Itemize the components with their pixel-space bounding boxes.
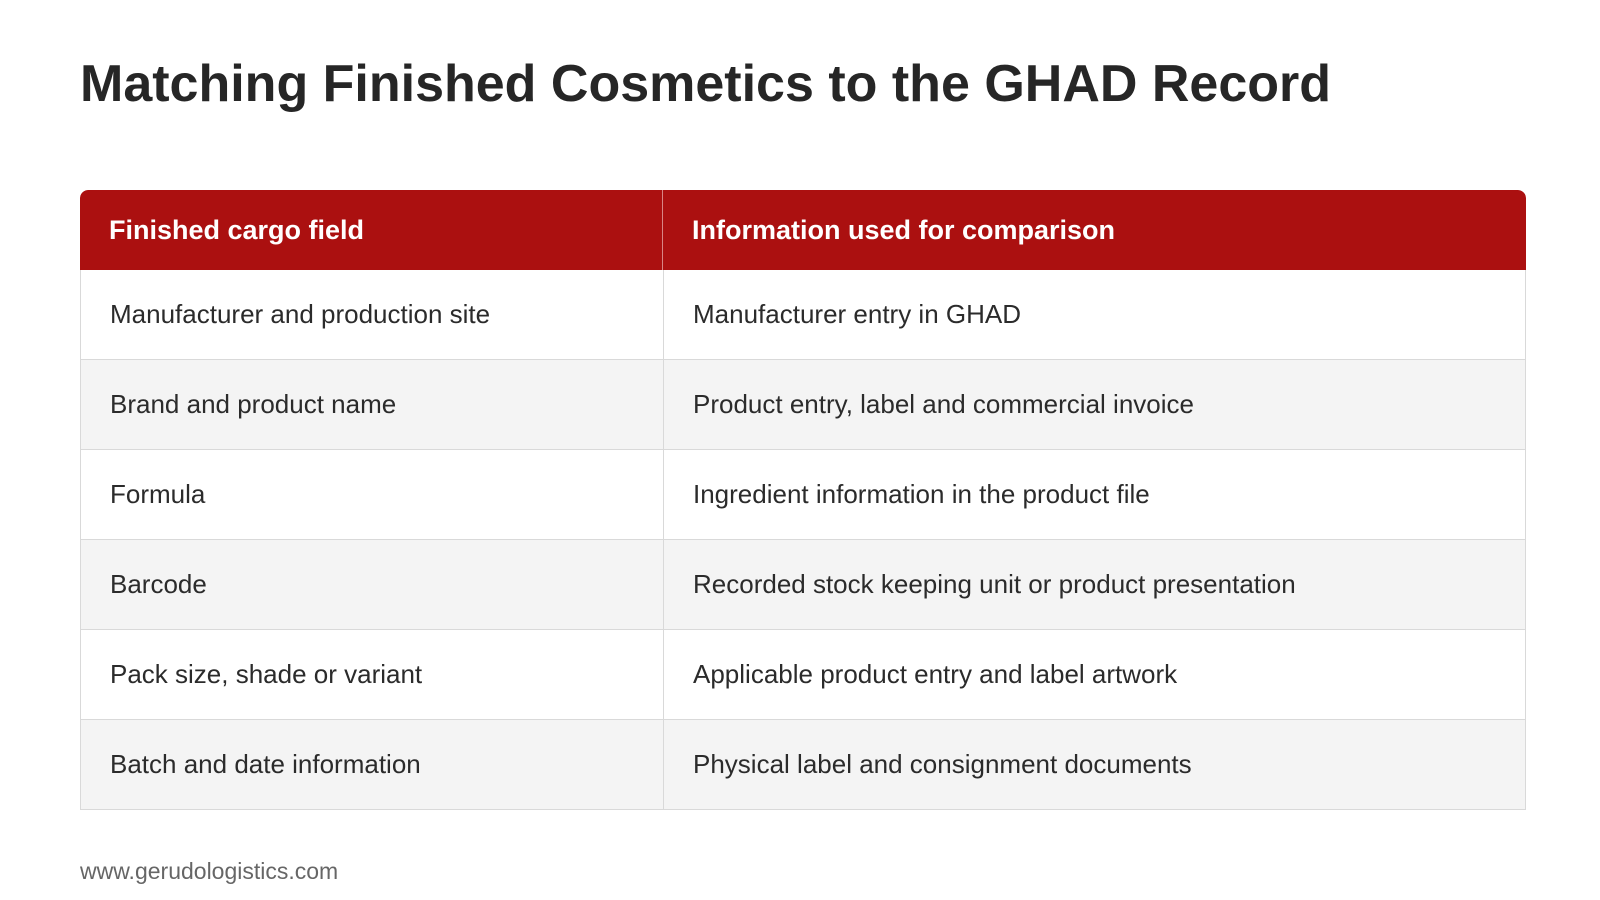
table-row: Barcode Recorded stock keeping unit or p… xyxy=(80,540,1526,630)
comparison-info-cell: Ingredient information in the product fi… xyxy=(693,479,1150,509)
cargo-field-cell: Manufacturer and production site xyxy=(81,270,664,359)
cargo-field-cell: Barcode xyxy=(81,540,664,629)
comparison-info-cell: Manufacturer entry in GHAD xyxy=(693,299,1022,329)
cargo-field-cell: Pack size, shade or variant xyxy=(81,630,664,719)
header-cell-comparison-info: Information used for comparison xyxy=(692,214,1116,245)
table-header-row: Finished cargo field Information used fo… xyxy=(80,190,1526,270)
comparison-table: Finished cargo field Information used fo… xyxy=(80,190,1526,810)
cargo-field-cell: Brand and product name xyxy=(81,360,664,449)
cargo-field-cell: Batch and date information xyxy=(81,720,664,809)
table-row: Batch and date information Physical labe… xyxy=(80,720,1526,810)
comparison-info-cell: Applicable product entry and label artwo… xyxy=(693,659,1178,689)
table-row: Formula Ingredient information in the pr… xyxy=(80,450,1526,540)
comparison-info-cell: Product entry, label and commercial invo… xyxy=(693,389,1194,419)
table-row: Manufacturer and production site Manufac… xyxy=(80,270,1526,360)
page-title: Matching Finished Cosmetics to the GHAD … xyxy=(80,55,1332,113)
comparison-info-cell: Recorded stock keeping unit or product p… xyxy=(693,569,1296,599)
header-cell-cargo-field: Finished cargo field xyxy=(80,190,663,270)
cargo-field-cell: Formula xyxy=(81,450,664,539)
table-row: Pack size, shade or variant Applicable p… xyxy=(80,630,1526,720)
comparison-info-cell: Physical label and consignment documents xyxy=(693,749,1192,779)
footer-website: www.gerudologistics.com xyxy=(80,858,339,884)
table-row: Brand and product name Product entry, la… xyxy=(80,360,1526,450)
